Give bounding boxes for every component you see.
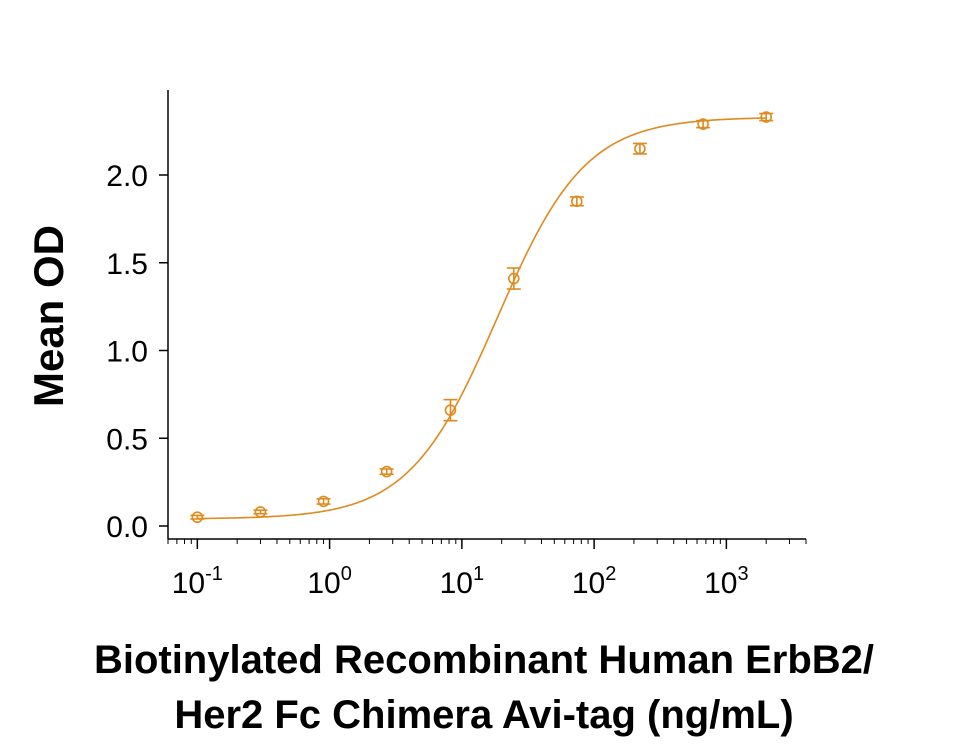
x-ticks: 10-1 100 101 102 103 (167, 539, 807, 600)
data-point (444, 404, 457, 416)
y-axis-title: Mean OD (25, 225, 72, 407)
y-ticks: 0.0 0.5 1.0 1.5 2.0 (106, 160, 168, 544)
y-tick-label: 1.5 (106, 248, 148, 281)
data-point (571, 195, 583, 208)
y-tick-label: 2.0 (106, 160, 148, 193)
data-point (760, 111, 772, 123)
data-point (380, 465, 393, 478)
y-tick-label: 1.0 (106, 336, 148, 369)
y-tick-label: 0.0 (106, 511, 148, 544)
x-tick-label: 102 (572, 563, 617, 600)
data-point (634, 142, 646, 155)
x-tick-label: 10-1 (172, 563, 223, 600)
x-tick-label: 100 (307, 563, 352, 600)
data-point (254, 506, 267, 518)
axes (167, 90, 806, 540)
fit-curve-layer (197, 117, 767, 520)
data-point (507, 272, 520, 285)
x-tick-label: 103 (704, 563, 749, 600)
data-point (191, 511, 204, 524)
x-axis-title-line-1: Biotinylated Recombinant Human ErbB2/ (94, 638, 874, 682)
x-tick-label: 101 (440, 563, 485, 600)
data-point (697, 118, 709, 130)
fit-curve (197, 117, 767, 520)
data-points-layer (190, 111, 774, 524)
data-point (317, 495, 330, 508)
y-tick-label: 0.5 (106, 423, 148, 456)
x-axis-title-line-2: Her2 Fc Chimera Avi-tag (ng/mL) (174, 693, 793, 737)
